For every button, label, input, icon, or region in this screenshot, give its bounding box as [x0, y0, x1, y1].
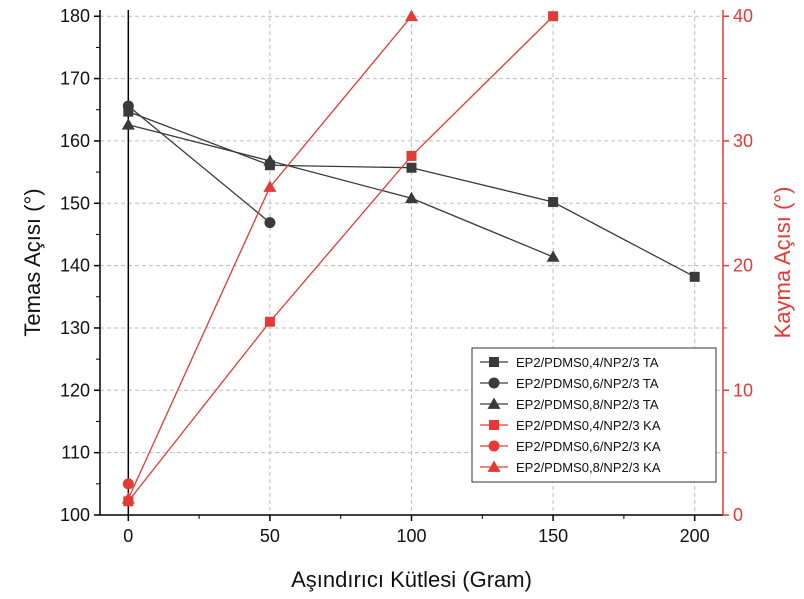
x-tick-label: 150: [538, 526, 568, 546]
legend-label: EP2/PDMS0,6/NP2/3 KA: [516, 439, 661, 454]
y-left-tick-label: 100: [60, 505, 90, 525]
legend-marker: [488, 377, 500, 389]
x-tick-label: 0: [123, 526, 133, 546]
series-2: [121, 118, 560, 262]
data-point: [121, 492, 135, 504]
y-right-tick-label: 10: [733, 380, 753, 400]
data-point: [548, 197, 559, 208]
data-point: [546, 250, 560, 262]
legend-label: EP2/PDMS0,8/NP2/3 TA: [516, 397, 659, 412]
data-point: [689, 271, 700, 282]
data-point: [122, 478, 134, 490]
x-tick-label: 50: [260, 526, 280, 546]
x-tick-label: 100: [396, 526, 426, 546]
legend-label: EP2/PDMS0,4/NP2/3 KA: [516, 418, 661, 433]
legend-item: EP2/PDMS0,6/NP2/3 KA: [480, 439, 661, 454]
legend-marker: [487, 397, 501, 409]
legend-item: EP2/PDMS0,4/NP2/3 KA: [480, 418, 661, 433]
legend-item: EP2/PDMS0,8/NP2/3 KA: [480, 460, 661, 475]
legend-item: EP2/PDMS0,6/NP2/3 TA: [480, 376, 659, 391]
legend-box: [471, 347, 717, 483]
legend-label: EP2/PDMS0,6/NP2/3 TA: [516, 376, 659, 391]
y-left-tick-label: 180: [60, 6, 90, 26]
y-right-tick-label: 30: [733, 131, 753, 151]
data-point: [406, 150, 417, 161]
y-left-tick-label: 170: [60, 69, 90, 89]
series-5: [121, 9, 418, 504]
series-line: [127, 15, 554, 502]
legend-marker: [489, 420, 499, 430]
data-point: [264, 217, 276, 229]
y-right-axis-title: Kayma Açısı (°): [770, 187, 795, 339]
y-right-tick-label: 20: [733, 256, 753, 276]
y-left-tick-label: 140: [60, 256, 90, 276]
legend: EP2/PDMS0,4/NP2/3 TA EP2/PDMS0,6/NP2/3 TA…: [471, 347, 717, 483]
y-left-tick-label: 150: [60, 193, 90, 213]
data-point: [263, 180, 277, 192]
legend-label: EP2/PDMS0,4/NP2/3 TA: [516, 355, 659, 370]
legend-item: EP2/PDMS0,4/NP2/3 TA: [480, 355, 659, 370]
data-point: [405, 191, 418, 204]
series-line: [128, 124, 554, 258]
y-right-tick-label: 0: [733, 505, 743, 525]
data-point: [263, 154, 277, 166]
series-4: [122, 478, 134, 490]
series-1: [122, 100, 276, 229]
data-point: [264, 316, 275, 327]
data-point: [405, 9, 418, 22]
y-left-axis-title: Temas Açısı (°): [20, 188, 45, 336]
series-line: [127, 105, 271, 224]
legend-item: EP2/PDMS0,8/NP2/3 TA: [480, 397, 659, 412]
y-left-tick-label: 130: [60, 318, 90, 338]
data-point: [406, 162, 417, 173]
y-left-tick-label: 120: [60, 380, 90, 400]
y-left-tick-label: 110: [61, 443, 90, 463]
legend-marker: [488, 440, 500, 452]
data-point: [548, 11, 559, 22]
y-left-tick-label: 160: [60, 131, 90, 151]
data-point: [123, 106, 134, 117]
data-point: [122, 100, 134, 112]
legend-marker: [487, 460, 501, 472]
y-right-tick-label: 40: [733, 6, 753, 26]
data-point: [121, 118, 135, 130]
x-tick-label: 200: [680, 526, 710, 546]
x-axis-title: Aşındırıcı Kütlesi (Gram): [291, 567, 532, 592]
legend-label: EP2/PDMS0,8/NP2/3 KA: [516, 460, 661, 475]
legend-marker: [489, 357, 499, 367]
